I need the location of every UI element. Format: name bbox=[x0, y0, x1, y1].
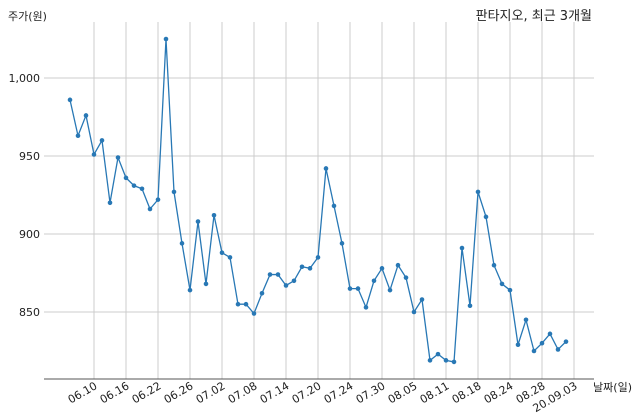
data-point bbox=[315, 255, 321, 260]
data-point bbox=[123, 175, 129, 181]
data-point bbox=[467, 303, 473, 309]
data-point bbox=[115, 155, 121, 160]
data-point bbox=[219, 250, 225, 256]
data-point bbox=[403, 275, 409, 280]
data-point bbox=[299, 264, 305, 270]
data-point bbox=[107, 200, 113, 206]
data-point bbox=[203, 281, 209, 287]
data-point bbox=[379, 266, 385, 271]
y-tick-label: 850 bbox=[19, 306, 40, 319]
data-point bbox=[555, 347, 561, 352]
grid-lines bbox=[44, 22, 594, 379]
x-tick-label: 07.24 bbox=[322, 379, 356, 406]
x-tick-labels: 06.1006.1606.2206.2607.0207.0807.1407.20… bbox=[66, 379, 580, 415]
data-point bbox=[395, 262, 401, 268]
data-point bbox=[251, 311, 257, 316]
data-point bbox=[235, 301, 241, 307]
data-point bbox=[283, 283, 289, 288]
data-point bbox=[507, 287, 513, 293]
data-point bbox=[131, 183, 137, 188]
chart-title: 판타지오, 최근 3개월 bbox=[476, 9, 592, 24]
y-tick-labels: 850 900 950 1,000 bbox=[9, 72, 41, 319]
x-tick-label: 08.24 bbox=[482, 379, 516, 406]
data-point bbox=[323, 166, 329, 171]
x-tick-label: 06.16 bbox=[98, 379, 132, 406]
data-point bbox=[291, 278, 297, 284]
x-tick-label: 06.26 bbox=[162, 379, 196, 406]
data-point bbox=[523, 317, 529, 323]
y-tick-label: 900 bbox=[19, 228, 40, 241]
x-tick-label: 08.11 bbox=[418, 379, 452, 406]
data-point bbox=[491, 262, 497, 268]
x-tick-label: 07.08 bbox=[226, 379, 260, 406]
data-point bbox=[99, 138, 105, 143]
data-point bbox=[259, 290, 265, 296]
data-point bbox=[539, 340, 545, 346]
data-point bbox=[147, 206, 153, 212]
x-tick-label: 08.05 bbox=[386, 379, 420, 406]
x-axis-label: 날짜(일) bbox=[593, 380, 632, 394]
data-point bbox=[275, 272, 281, 277]
data-point bbox=[363, 305, 369, 310]
data-point bbox=[155, 197, 161, 202]
data-point bbox=[371, 278, 377, 284]
data-point bbox=[531, 348, 537, 354]
data-point bbox=[307, 266, 313, 271]
data-point bbox=[435, 351, 441, 357]
data-point bbox=[187, 287, 193, 293]
data-point bbox=[139, 186, 145, 192]
data-point bbox=[339, 241, 345, 246]
data-point bbox=[387, 287, 393, 293]
data-point bbox=[163, 36, 169, 42]
data-point bbox=[179, 241, 185, 246]
data-point bbox=[195, 219, 201, 224]
data-point bbox=[419, 297, 425, 302]
data-point bbox=[91, 152, 97, 157]
y-tick-label: 950 bbox=[19, 150, 40, 163]
series-points bbox=[67, 36, 569, 365]
data-point bbox=[347, 286, 353, 291]
data-point bbox=[443, 358, 449, 363]
x-tick-label: 07.02 bbox=[194, 379, 228, 406]
x-tick-label: 06.10 bbox=[66, 379, 100, 406]
data-point bbox=[75, 133, 81, 139]
data-point bbox=[331, 203, 337, 209]
y-tick-label: 1,000 bbox=[9, 72, 41, 85]
x-tick-label: 08.18 bbox=[450, 379, 484, 406]
data-point bbox=[451, 359, 457, 365]
x-tick-label: 07.30 bbox=[354, 379, 388, 406]
data-point bbox=[211, 212, 217, 218]
data-point bbox=[83, 113, 89, 118]
data-point bbox=[411, 309, 417, 315]
data-point bbox=[427, 358, 433, 363]
data-point bbox=[227, 255, 233, 260]
x-tick-label: 07.20 bbox=[290, 379, 324, 406]
data-point bbox=[459, 245, 465, 251]
data-point bbox=[547, 331, 553, 337]
data-point bbox=[243, 301, 249, 307]
data-point bbox=[515, 342, 521, 348]
data-point bbox=[67, 97, 73, 103]
x-tick-label: 06.22 bbox=[130, 379, 164, 406]
data-point bbox=[475, 189, 481, 195]
data-point bbox=[355, 286, 361, 291]
data-point bbox=[483, 214, 489, 220]
data-point bbox=[267, 272, 273, 277]
data-point bbox=[171, 189, 177, 195]
data-point bbox=[499, 281, 505, 287]
x-tick-label: 07.14 bbox=[258, 379, 292, 406]
data-point bbox=[563, 339, 569, 344]
y-axis-label: 주가(원) bbox=[8, 10, 47, 23]
